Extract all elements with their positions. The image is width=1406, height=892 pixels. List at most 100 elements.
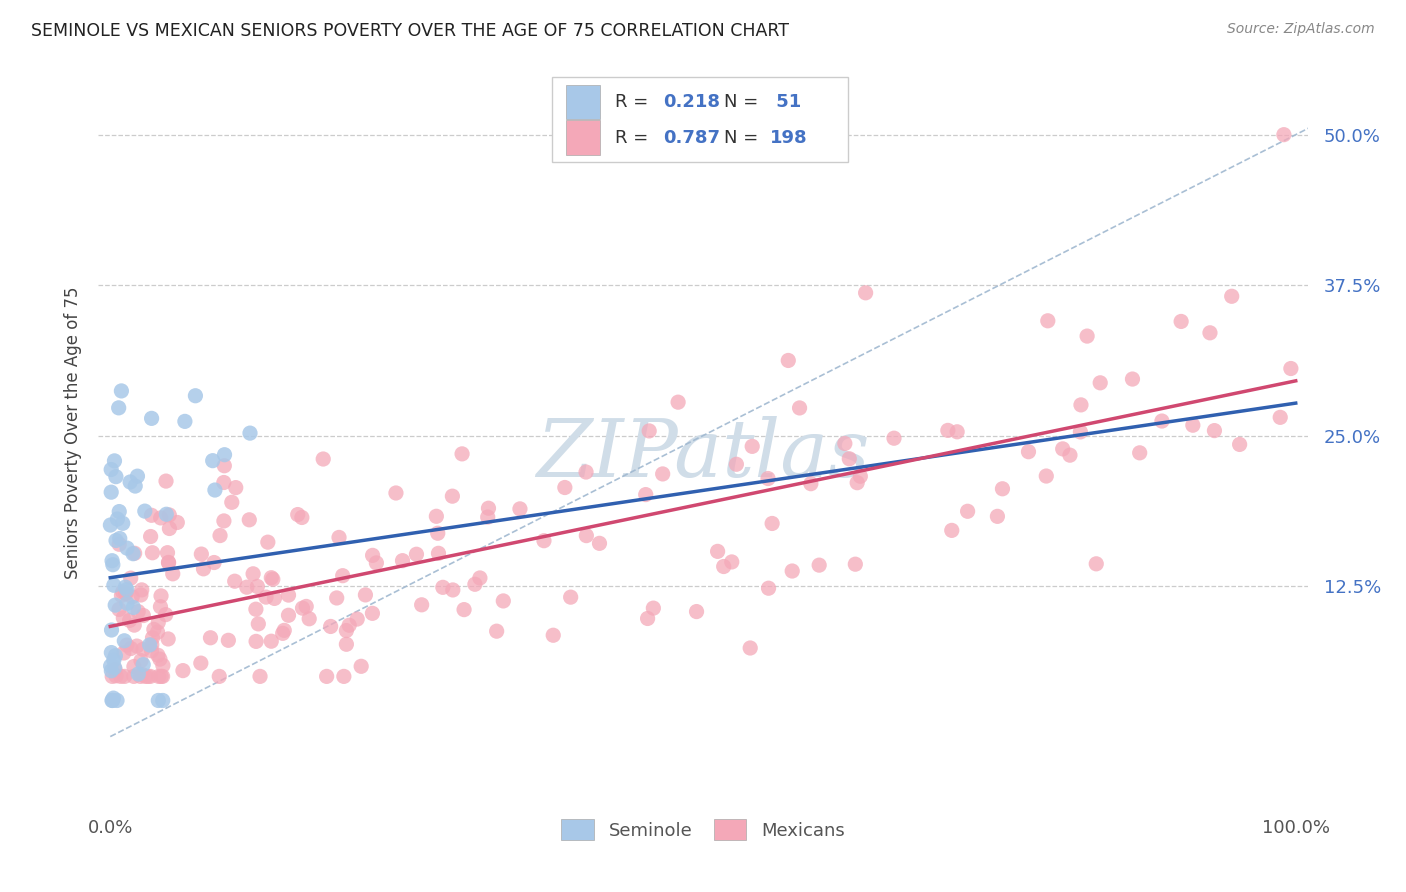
Point [104,598,127,612]
Point [333,669,356,683]
Point [155,607,177,622]
Point [332,568,354,582]
Point [104,669,127,683]
Point [1069,425,1091,439]
Point [325,591,347,605]
Point [141,638,163,652]
Point [780,564,803,578]
Point [883,431,905,445]
Point [346,612,368,626]
Text: 198: 198 [769,128,807,146]
Point [200,631,222,645]
Point [725,457,748,471]
Point [335,637,357,651]
Point [134,669,156,683]
Point [112,633,135,648]
Point [800,476,823,491]
Point [246,579,269,593]
Point [354,588,377,602]
Point [295,599,318,614]
Point [643,601,665,615]
Point [208,669,231,683]
Point [335,624,357,638]
Point [112,646,135,660]
Point [101,554,124,568]
Point [124,479,146,493]
Text: Source: ZipAtlas.com: Source: ZipAtlas.com [1227,22,1375,37]
Point [173,414,195,428]
Point [190,547,212,561]
Point [134,504,156,518]
Point [104,469,127,483]
Point [149,511,172,525]
Point [120,475,142,489]
Point [238,513,260,527]
Point [152,693,174,707]
Point [122,618,145,632]
Point [936,424,959,438]
Point [260,634,283,648]
Point [291,601,314,615]
Point [453,602,475,616]
Point [855,285,877,300]
Point [637,611,659,625]
Point [485,624,508,639]
Point [638,424,661,438]
Point [1017,444,1039,458]
Point [184,389,207,403]
Point [249,669,271,683]
Point [260,571,283,585]
Point [148,615,170,630]
Point [225,481,247,495]
Point [118,613,141,627]
Y-axis label: Seniors Poverty Over the Age of 75: Seniors Poverty Over the Age of 75 [63,286,82,579]
Point [761,516,783,531]
Point [141,644,163,658]
Point [115,596,138,610]
Point [560,590,582,604]
Point [541,628,564,642]
Point [190,656,212,670]
FancyBboxPatch shape [551,78,848,162]
Point [263,591,285,606]
Point [122,659,145,673]
Point [100,659,122,673]
Point [193,562,215,576]
Point [350,659,373,673]
Point [221,495,243,509]
Point [477,501,499,516]
Point [287,508,309,522]
Point [166,516,188,530]
Point [103,691,125,706]
Point [214,448,236,462]
Text: N =: N = [724,128,763,146]
Point [986,509,1008,524]
Point [112,611,135,625]
Point [100,623,122,637]
Point [247,616,270,631]
Point [1272,128,1295,142]
Point [1085,557,1108,571]
Point [156,546,179,560]
Point [172,664,194,678]
Point [706,544,728,558]
Point [110,589,132,603]
Point [149,652,172,666]
Point [277,588,299,602]
Point [120,571,142,585]
Point [155,474,177,488]
Point [127,469,149,483]
Point [849,469,872,483]
Point [1279,361,1302,376]
Point [758,581,780,595]
Point [405,547,427,561]
Point [157,508,180,522]
Point [114,669,136,683]
Point [477,510,499,524]
Point [337,618,360,632]
Point [1036,314,1059,328]
Point [651,467,673,481]
Point [141,631,163,645]
Point [214,458,236,473]
Point [100,485,122,500]
